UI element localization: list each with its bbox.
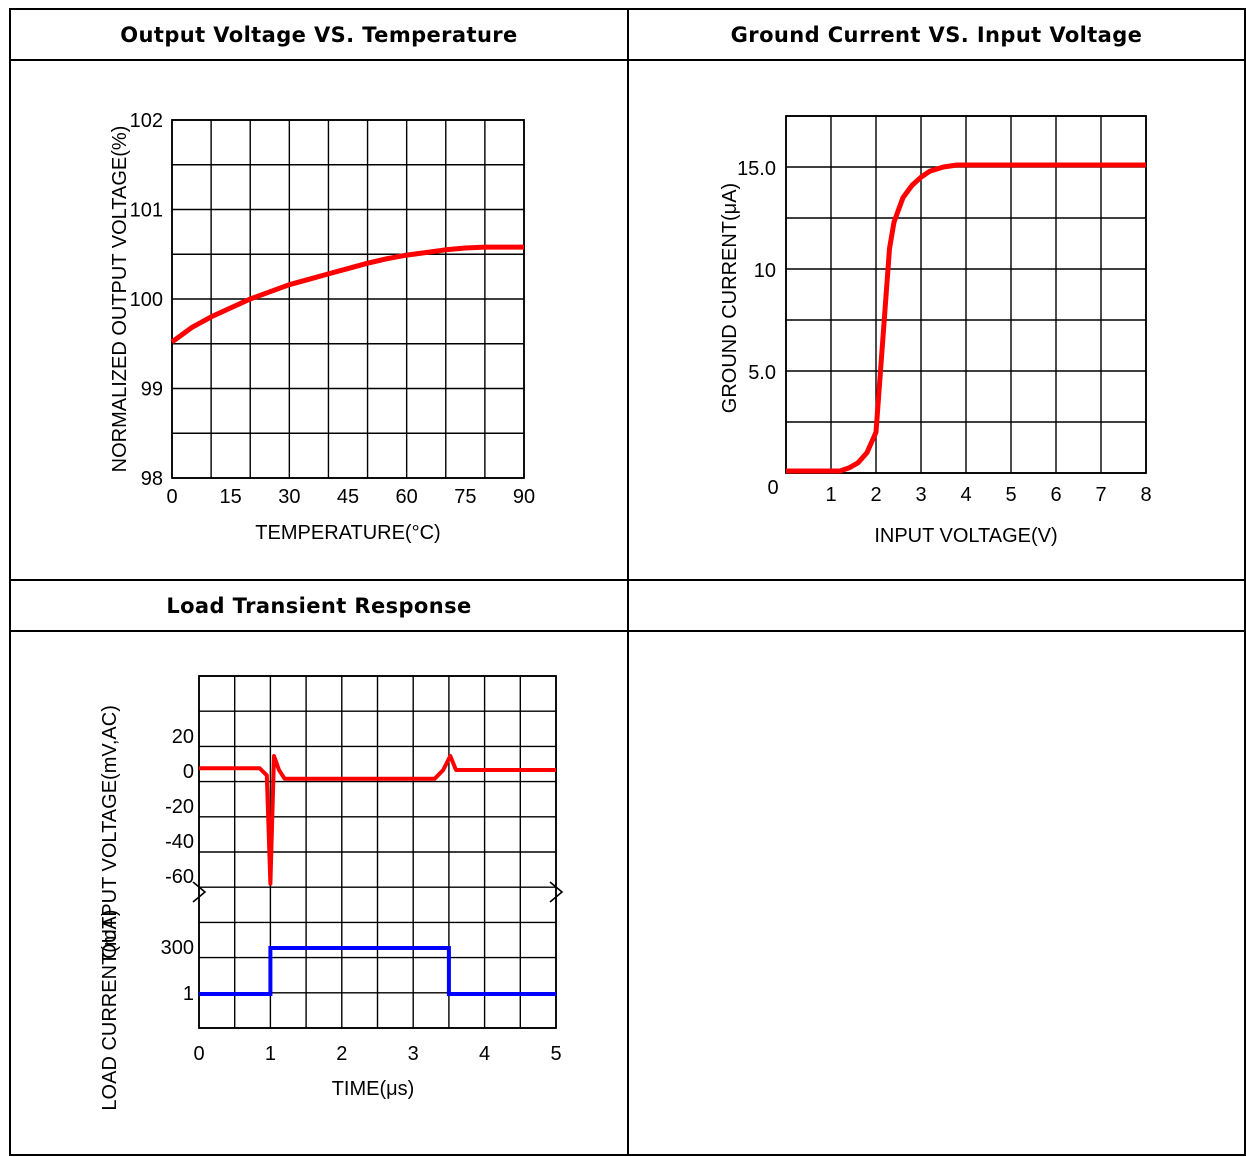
x-tick-label: 5 [1005, 484, 1016, 506]
x-tick-label: 5 [550, 1043, 561, 1065]
cell-empty [627, 630, 1246, 1156]
y-tick-label: 99 [141, 379, 163, 401]
x-tick-label: 3 [915, 484, 926, 506]
y-axis-label: LOAD CURRENT(mA) [99, 909, 121, 1110]
y-tick-label: 101 [130, 200, 163, 222]
y-tick-label: 10 [754, 260, 776, 282]
y-tick-label: -40 [165, 831, 194, 853]
x-tick-label: 8 [1140, 484, 1151, 506]
header-ground-current: Ground Current VS. Input Voltage [627, 8, 1246, 61]
y-tick-label: 100 [130, 289, 163, 311]
header-output-voltage: Output Voltage VS. Temperature [9, 8, 629, 61]
load-transient-chart: 20 0 -20 -40 -60 300 1 0 1 2 3 4 5 TIME(μs) OUTPUT VOL… [99, 675, 564, 1111]
x-tick-label: 45 [337, 486, 359, 508]
x-tick-label: 4 [960, 484, 971, 506]
x-tick-label: 90 [513, 486, 535, 508]
x-tick-label: 2 [336, 1043, 347, 1065]
header-load-transient: Load Transient Response [9, 579, 629, 632]
axis-break-marker [192, 881, 207, 903]
y-tick-label: 102 [130, 110, 163, 132]
x-tick-label: 7 [1095, 484, 1106, 506]
x-axis-label: TIME(μs) [332, 1078, 415, 1100]
x-tick-label: 0 [193, 1043, 204, 1065]
y-tick-label: 98 [141, 468, 163, 490]
voltage-curve [170, 244, 524, 345]
load-current-trace [199, 946, 556, 996]
x-tick-label: 60 [396, 486, 418, 508]
transient-plot-frame [198, 675, 557, 1029]
x-tick-label: 1 [825, 484, 836, 506]
x-tick-label: 0 [166, 486, 177, 508]
x-axis-label: INPUT VOLTAGE(V) [874, 525, 1057, 547]
axis-break-marker [549, 881, 564, 903]
output-voltage-trace [199, 754, 556, 886]
cell-ground-current: 0 1 2 3 4 5 6 7 8 5.0 10 15.0 INPUT VOLTAGE(V) GROUND… [627, 59, 1246, 581]
cell-output-voltage: 0 15 30 45 60 75 90 98 99 100 101 102 TEMPERATURE(°C… [9, 59, 629, 581]
y-tick-label: 0 [183, 761, 194, 783]
x-tick-label: 30 [278, 486, 300, 508]
y-tick-label: -60 [165, 866, 194, 888]
x-tick-label: 4 [479, 1043, 490, 1065]
y-axis-label: OUTPUT VOLTAGE(mV,AC) [99, 705, 121, 959]
current-plot-frame [785, 115, 1147, 474]
y-tick-label: -20 [165, 796, 194, 818]
header-empty [627, 579, 1246, 632]
x-axis-label: TEMPERATURE(°C) [255, 522, 440, 544]
output-voltage-chart: 0 15 30 45 60 75 90 98 99 100 101 102 TEMPERATURE(°C… [109, 110, 535, 544]
chart-grid-table: Output Voltage VS. Temperature Ground Cu… [9, 8, 1246, 1156]
y-axis-label: GROUND CURRENT(μA) [719, 183, 741, 413]
ground-current-chart: 0 1 2 3 4 5 6 7 8 5.0 10 15.0 INPUT VOLTAGE(V) GROUND… [719, 115, 1152, 547]
cell-load-transient: 20 0 -20 -40 -60 300 1 0 1 2 3 4 5 TIME(μs) OUTPUT VOL… [9, 630, 629, 1156]
x-tick-label: 75 [454, 486, 476, 508]
x-tick-label: 6 [1050, 484, 1061, 506]
x-tick-label: 3 [408, 1043, 419, 1065]
y-tick-label: 5.0 [748, 362, 776, 384]
y-tick-label: 1 [183, 983, 194, 1005]
x-tick-label: 1 [265, 1043, 276, 1065]
y-axis-label: NORMALIZED OUTPUT VOLTAGE(%) [109, 126, 131, 473]
x-tick-label: 2 [870, 484, 881, 506]
y-tick-label: 20 [172, 726, 194, 748]
y-tick-label: 15.0 [737, 158, 776, 180]
voltage-plot-frame [171, 119, 525, 479]
x-tick-label: 0 [767, 477, 778, 499]
ground-current-curve [786, 162, 1146, 474]
x-tick-label: 15 [220, 486, 242, 508]
y-tick-label: 300 [161, 937, 194, 959]
